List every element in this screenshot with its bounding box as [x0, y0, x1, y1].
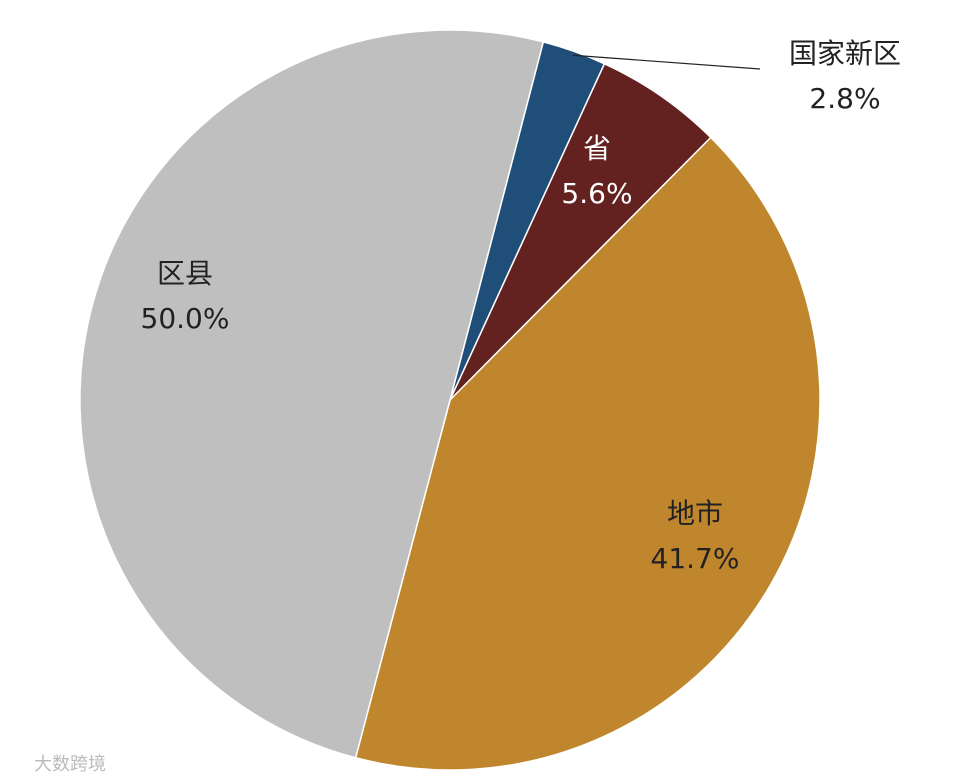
value-label: 41.7% [651, 542, 740, 575]
slice-label: 国家新区 [789, 37, 901, 70]
value-label: 2.8% [809, 82, 880, 115]
pie-slice [354, 136, 821, 771]
slice-label: 地市 [667, 497, 723, 530]
leader-line [572, 54, 761, 70]
slice-label: 省 [583, 132, 611, 165]
value-label: 5.6% [561, 177, 632, 210]
watermark: 大数跨境 [34, 754, 106, 775]
pie-slice [79, 29, 545, 759]
value-label: 50.0% [141, 302, 230, 335]
pie-slice [449, 62, 712, 401]
slice-label: 区县 [157, 257, 213, 290]
